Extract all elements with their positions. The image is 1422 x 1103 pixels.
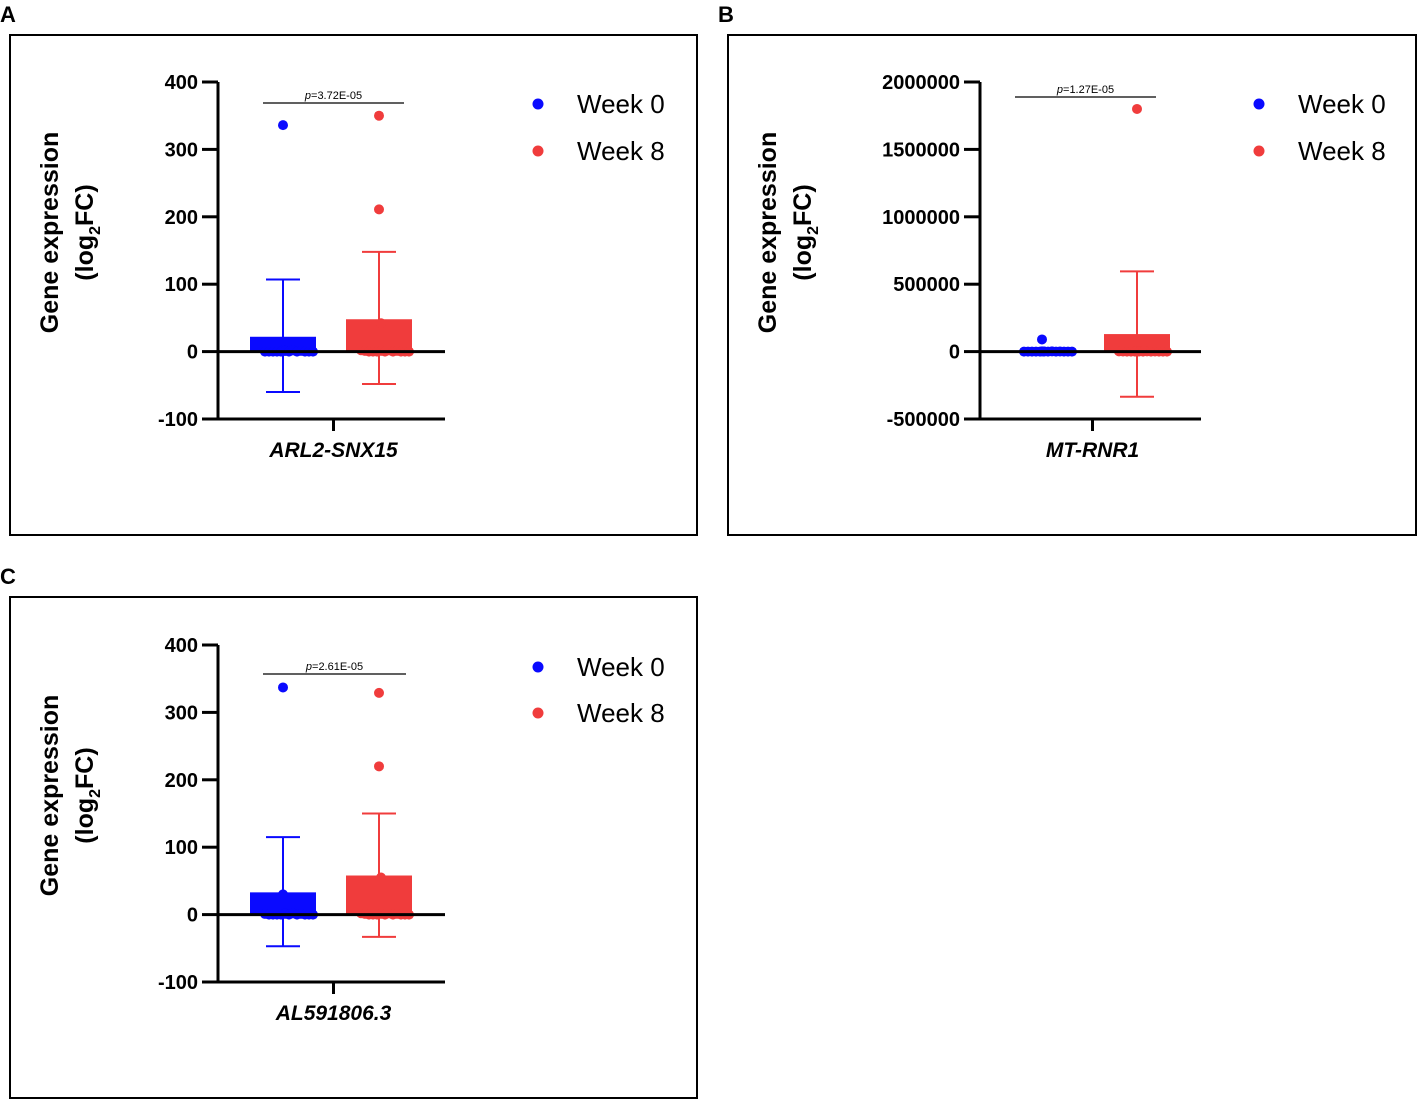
legend-marker (1253, 98, 1265, 110)
panel-b: B -500000 0 500000 1000000 1500000 2000000 Gene… (718, 2, 1417, 536)
y-tick-label: 400 (165, 72, 198, 94)
data-point (376, 318, 386, 329)
legend-marker (532, 98, 544, 110)
panel-frame (9, 34, 698, 536)
panel-a: A -100 0 100 200 300 400 Gene expression (log2FC… (0, 2, 698, 536)
y-tick-label: 200 (165, 770, 198, 792)
y-tick-label: 400 (165, 635, 198, 657)
y-tick-label: 1500000 (882, 139, 960, 161)
pvalue-label: p=3.72E-05 (304, 90, 362, 102)
data-point (1132, 103, 1142, 114)
legend-marker (532, 145, 544, 157)
panel-frame (727, 34, 1417, 536)
y-axis-label-unit: (log2FC) (789, 184, 822, 280)
x-axis-label: AL591806.3 (275, 1002, 392, 1025)
legend-marker (532, 661, 544, 673)
panel-c: C -100 0 100 200 300 400 Gene expression (log2FC… (0, 564, 698, 1099)
pvalue-label: p=2.61E-05 (305, 661, 363, 673)
x-axis-label: ARL2-SNX15 (268, 439, 398, 462)
y-axis-label: Gene expression (36, 132, 64, 333)
y-tick-label: -100 (158, 409, 198, 431)
data-point (374, 761, 384, 772)
y-tick-label: 100 (165, 274, 198, 296)
panel-letter: B (718, 2, 734, 27)
y-tick-label: 200 (165, 207, 198, 229)
y-tick-label: -500000 (887, 409, 960, 431)
legend-label: Week 8 (577, 136, 665, 166)
y-tick-label: 500000 (893, 274, 960, 296)
data-point (374, 110, 384, 121)
y-tick-label: 0 (187, 342, 198, 364)
y-tick-label: 2000000 (882, 72, 960, 94)
y-tick-label: 300 (165, 702, 198, 724)
data-point (374, 204, 384, 215)
data-point (278, 120, 288, 131)
legend-marker (532, 707, 544, 719)
y-axis-label: Gene expression (754, 132, 782, 333)
y-axis-label: Gene expression (36, 695, 64, 896)
panel-letter: A (0, 2, 16, 27)
data-point (376, 872, 386, 883)
pvalue-label: p=1.27E-05 (1056, 84, 1114, 96)
y-axis-label-unit: (log2FC) (71, 184, 104, 280)
y-tick-label: 100 (165, 837, 198, 859)
y-tick-label: 0 (949, 342, 960, 364)
legend-label: Week 0 (1298, 89, 1386, 119)
data-point (374, 687, 384, 698)
panel-frame (9, 596, 698, 1099)
legend-marker (1253, 145, 1265, 157)
legend-label: Week 8 (577, 698, 665, 728)
y-tick-label: 1000000 (882, 207, 960, 229)
x-axis-label: MT-RNR1 (1046, 439, 1139, 462)
legend-label: Week 0 (577, 652, 665, 682)
legend-label: Week 8 (1298, 136, 1386, 166)
data-point (278, 889, 288, 900)
y-tick-label: -100 (158, 972, 198, 994)
y-tick-label: 300 (165, 139, 198, 161)
y-tick-label: 0 (187, 905, 198, 927)
data-point (278, 682, 288, 693)
y-axis-label-unit: (log2FC) (71, 747, 104, 843)
legend-label: Week 0 (577, 89, 665, 119)
panel-letter: C (0, 564, 16, 589)
data-point (1037, 334, 1047, 345)
